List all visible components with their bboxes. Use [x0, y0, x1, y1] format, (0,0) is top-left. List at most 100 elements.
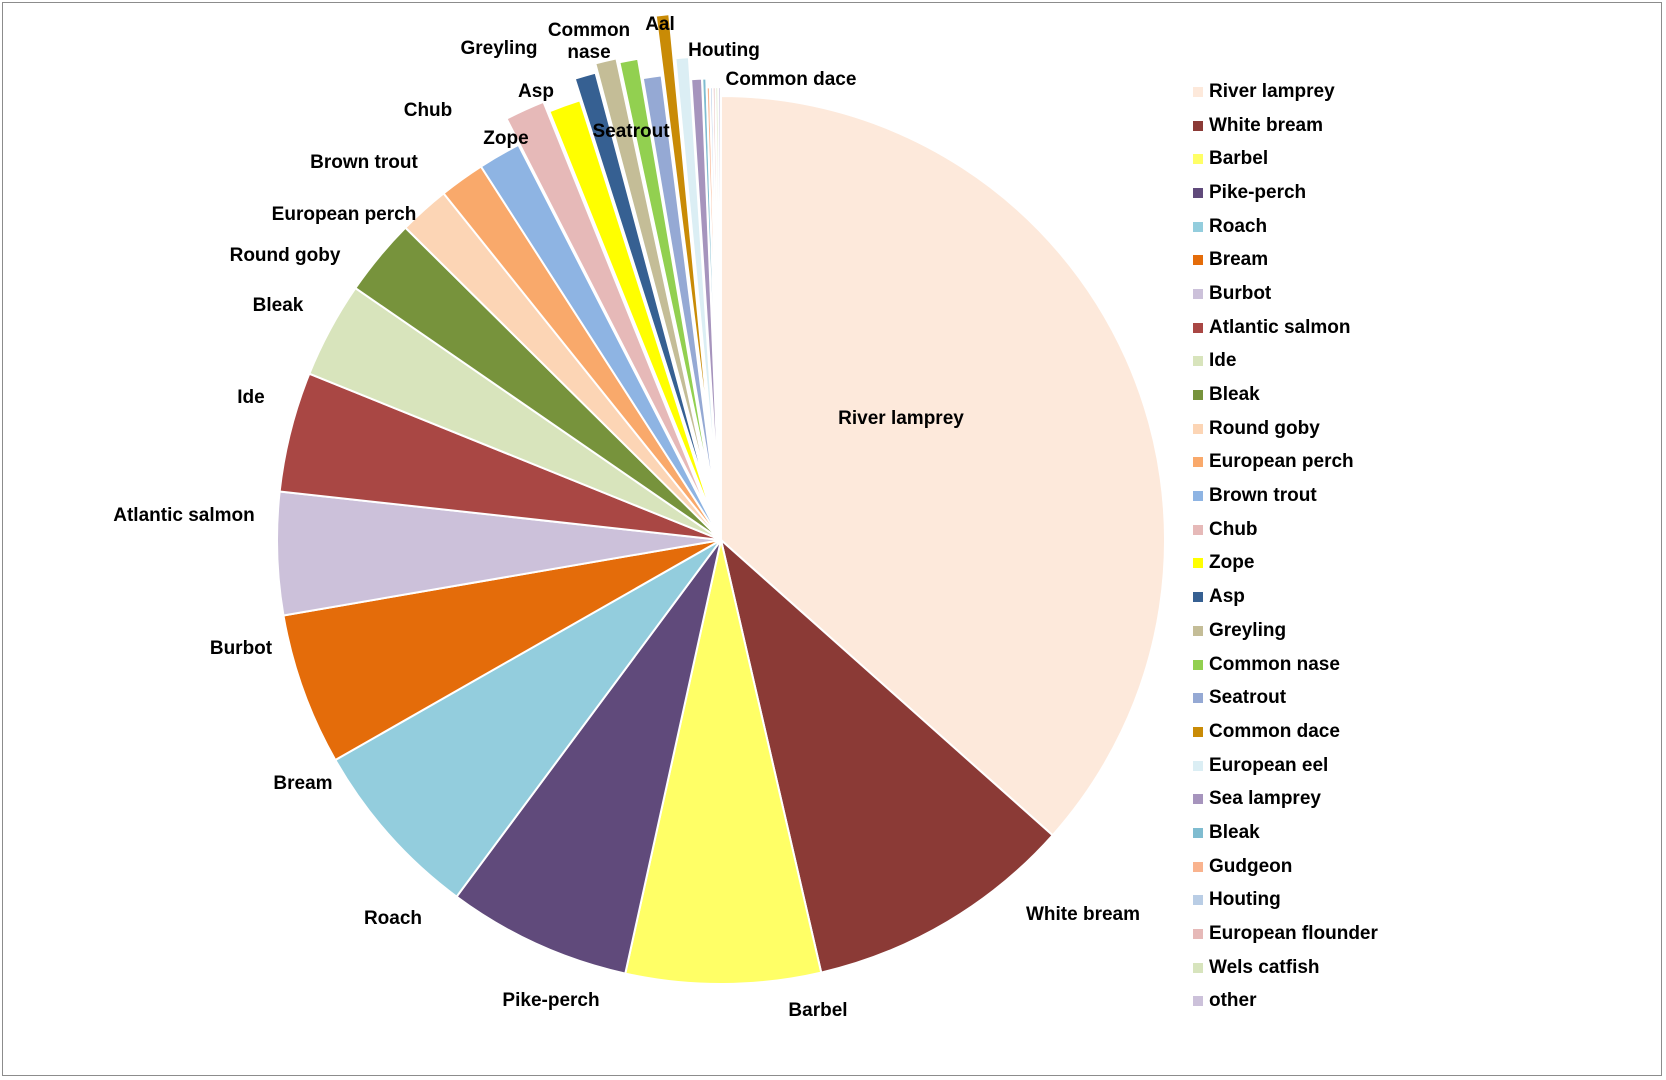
legend-item-greyling-16: Greyling: [1193, 614, 1378, 648]
data-label-atlantic-salmon-7: Atlantic salmon: [113, 505, 254, 526]
legend-swatch: [1193, 895, 1203, 906]
data-label-pike-perch-3: Pike-perch: [502, 990, 599, 1011]
legend-label: Zope: [1209, 552, 1255, 574]
legend-label: River lamprey: [1209, 80, 1335, 102]
pie-slice-seatrout-18: [641, 74, 719, 517]
data-label-brown-trout-12: Brown trout: [310, 152, 418, 173]
legend-item-chub-13: Chub: [1193, 513, 1378, 547]
legend-label: Bream: [1209, 249, 1269, 271]
legend-swatch: [1193, 524, 1203, 535]
legend-label: Ide: [1209, 350, 1237, 372]
pie-slice-river-lamprey-0: [720, 94, 1166, 837]
pie-slice-bream-5: [282, 539, 722, 762]
data-label-white-bream-1: White bream: [1026, 904, 1140, 925]
legend-swatch: [1193, 390, 1203, 401]
pie-slice-common-dace-19: [654, 13, 713, 457]
legend-item-brown-trout-12: Brown trout: [1193, 479, 1378, 513]
data-label-european-eel-20: Houting: [688, 40, 760, 61]
data-label-european-perch-11: European perch: [272, 204, 417, 225]
legend-label: European perch: [1209, 451, 1354, 473]
pie-slice-brown-trout-12: [479, 143, 722, 541]
legend-item-pike-perch-3: Pike-perch: [1193, 176, 1378, 210]
legend-item-asp-15: Asp: [1193, 580, 1378, 614]
pie-slice-asp-15: [573, 71, 711, 502]
legend-label: Common nase: [1209, 653, 1340, 675]
pie-slice-white-bream-1: [719, 537, 1055, 974]
legend-swatch: [1193, 929, 1203, 940]
data-label-roach-4: Roach: [364, 908, 422, 929]
legend-swatch: [1193, 659, 1203, 670]
legend-item-ide-8: Ide: [1193, 345, 1378, 379]
legend-swatch: [1193, 423, 1203, 434]
legend-swatch: [1193, 86, 1203, 97]
legend-item-barbel-2: Barbel: [1193, 142, 1378, 176]
data-label-round-goby-10: Round goby: [230, 245, 341, 266]
legend-label: Chub: [1209, 518, 1258, 540]
legend-swatch: [1193, 592, 1203, 603]
legend-item-river-lamprey-0: River lamprey: [1193, 75, 1378, 109]
legend-label: Common dace: [1209, 720, 1340, 742]
legend-swatch: [1193, 457, 1203, 468]
legend-swatch: [1193, 255, 1203, 266]
data-label-bleak-22: Common dace: [726, 69, 857, 90]
legend-item-other-27: other: [1193, 985, 1378, 1019]
pie-slice-barbel-2: [624, 539, 823, 985]
legend-label: European flounder: [1209, 923, 1378, 945]
pie-slice-european-eel-20: [674, 56, 719, 501]
legend-item-white-bream-1: White bream: [1193, 109, 1378, 143]
legend-label: Bleak: [1209, 821, 1260, 843]
pie-slice-pike-perch-3: [455, 539, 722, 975]
legend-item-sea-lamprey-21: Sea lamprey: [1193, 782, 1378, 816]
data-label-greyling-16: Greyling: [460, 38, 537, 59]
legend-label: Wels catfish: [1209, 956, 1320, 978]
legend-item-atlantic-salmon-7: Atlantic salmon: [1193, 311, 1378, 345]
legend-swatch: [1193, 794, 1203, 805]
legend-item-bleak-22: Bleak: [1193, 816, 1378, 850]
pie-slice-common-nase-17: [618, 57, 714, 497]
pie-slice-zope-14: [548, 99, 716, 524]
legend-item-common-dace-19: Common dace: [1193, 715, 1378, 749]
legend-item-european-perch-11: European perch: [1193, 446, 1378, 480]
legend-label: Pike-perch: [1209, 181, 1307, 203]
data-label-common-dace-19: Aal: [645, 14, 675, 35]
legend-swatch: [1193, 120, 1203, 131]
legend-swatch: [1193, 693, 1203, 704]
legend-item-houting-24: Houting: [1193, 884, 1378, 918]
pie-data-labels: River lamprey White bream Barbel Pike-perch…: [113, 14, 1140, 1021]
legend-item-european-eel-20: European eel: [1193, 749, 1378, 783]
legend-swatch: [1193, 288, 1203, 299]
legend-label: Round goby: [1209, 417, 1320, 439]
legend-item-bleak-9: Bleak: [1193, 378, 1378, 412]
legend-item-zope-14: Zope: [1193, 547, 1378, 581]
legend-item-european-flounder-25: European flounder: [1193, 917, 1378, 951]
legend-swatch: [1193, 356, 1203, 367]
legend-item-roach-4: Roach: [1193, 210, 1378, 244]
pie-slice-greyling-16: [594, 57, 711, 493]
legend-label: Roach: [1209, 215, 1268, 237]
legend-item-burbot-6: Burbot: [1193, 277, 1378, 311]
legend-swatch: [1193, 154, 1203, 165]
legend-swatch: [1193, 187, 1203, 198]
legend-swatch: [1193, 558, 1203, 569]
data-label-river-lamprey-0: River lamprey: [838, 408, 964, 429]
legend-item-common-nase-17: Common nase: [1193, 648, 1378, 682]
legend-label: Sea lamprey: [1209, 788, 1321, 810]
legend-label: White bream: [1209, 114, 1324, 136]
legend-label: Asp: [1209, 586, 1245, 608]
legend-item-gudgeon-23: Gudgeon: [1193, 850, 1378, 884]
pie-slice-bleak-22: [701, 77, 722, 523]
legend-swatch: [1193, 221, 1203, 232]
legend-label: Greyling: [1209, 619, 1287, 641]
pie-chart: River lamprey White bream Barbel Pike-perch…: [113, 13, 1166, 1021]
data-label-bleak-9: Bleak: [253, 295, 304, 316]
legend-swatch: [1193, 491, 1203, 502]
legend-label: Bleak: [1209, 384, 1260, 406]
data-label-chub-13: Chub: [404, 100, 453, 121]
legend-item-wels-catfish-26: Wels catfish: [1193, 951, 1378, 985]
legend-swatch: [1193, 322, 1203, 333]
legend-label: Seatrout: [1209, 687, 1287, 709]
legend-swatch: [1193, 962, 1203, 973]
legend-item-seatrout-18: Seatrout: [1193, 681, 1378, 715]
legend: River lamprey White bream Barbel Pike-perch…: [1193, 75, 1378, 1018]
data-label-seatrout-18: Seatrout: [592, 121, 670, 142]
